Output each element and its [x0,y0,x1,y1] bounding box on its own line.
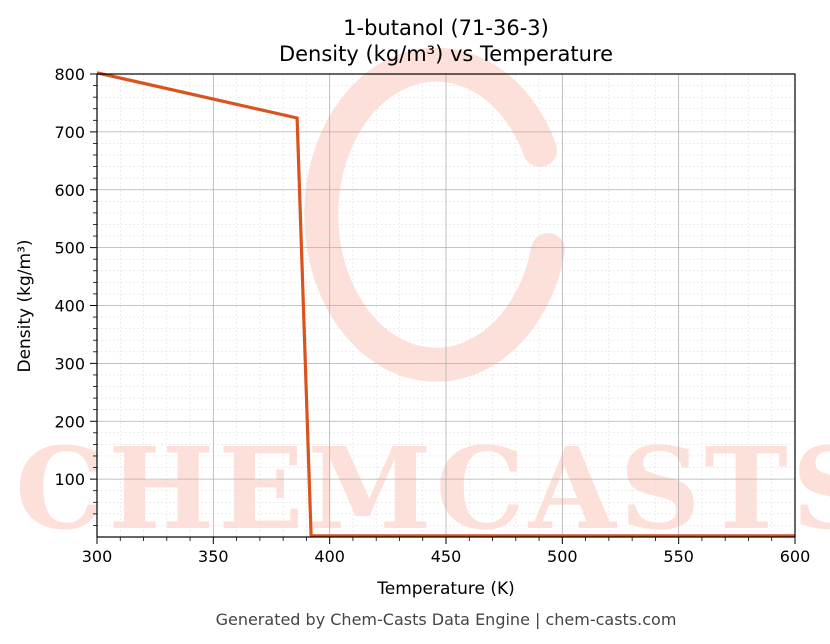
y-tick-label: 100 [54,470,85,489]
y-tick-label: 300 [54,354,85,373]
chart-subtitle: Density (kg/m³) vs Temperature [279,42,613,66]
y-axis-label: Density (kg/m³) [15,239,35,372]
axis-ticks [90,73,796,544]
watermark-logo-arc [304,47,565,382]
x-tick-labels: 300 350 400 450 500 550 600 [82,547,811,566]
y-tick-label: 200 [54,412,85,431]
major-grid [96,73,796,537]
x-tick-label: 300 [82,547,113,566]
y-tick-label: 500 [54,239,85,258]
y-tick-label: 600 [54,181,85,200]
y-tick-label: 700 [54,123,85,142]
watermark: CHEMCASTS [15,47,830,555]
y-tick-labels: 100 200 300 400 500 600 700 800 [54,65,85,489]
watermark-text: CHEMCASTS [15,424,830,555]
x-tick-label: 400 [314,547,345,566]
x-tick-label: 450 [431,547,462,566]
density-series-line [96,71,795,538]
chart-title: 1-butanol (71-36-3) [343,16,549,40]
footer-credit: Generated by Chem-Casts Data Engine | ch… [216,610,677,629]
x-tick-label: 350 [198,547,229,566]
y-tick-label: 400 [54,297,85,316]
x-tick-label: 500 [547,547,578,566]
x-tick-label: 550 [663,547,694,566]
x-axis-label: Temperature (K) [376,579,515,599]
x-tick-label: 600 [780,547,811,566]
y-tick-label: 800 [54,65,85,84]
